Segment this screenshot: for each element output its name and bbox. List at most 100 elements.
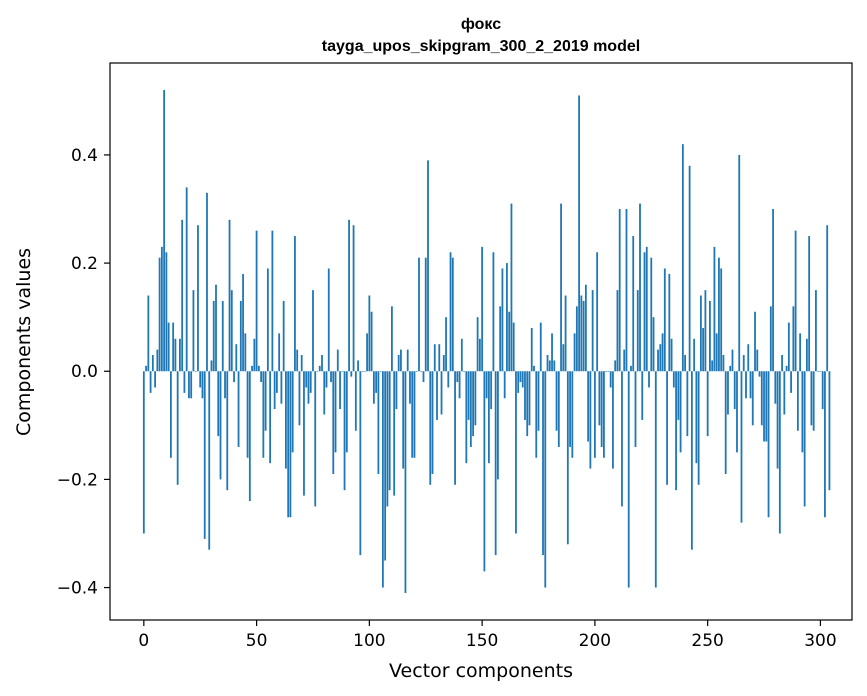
bar-152 — [485, 371, 488, 399]
bar-122 — [418, 257, 420, 372]
bar-23 — [194, 371, 197, 372]
bar-164 — [512, 322, 515, 372]
bar-294 — [805, 338, 808, 372]
bar-211 — [618, 209, 621, 372]
bar-148 — [476, 317, 479, 372]
bar-25 — [199, 371, 202, 388]
bar-232 — [666, 371, 668, 485]
bar-131 — [438, 344, 441, 372]
bar-130 — [436, 371, 438, 420]
bar-89 — [343, 371, 346, 491]
x-tick-label: 250 — [691, 631, 723, 651]
bar-3 — [149, 371, 152, 393]
bar-261 — [731, 349, 734, 372]
bar-264 — [738, 154, 741, 372]
bar-102 — [372, 371, 375, 404]
bar-178 — [544, 371, 547, 588]
bar-234 — [670, 338, 673, 372]
bar-47 — [248, 371, 251, 502]
bar-109 — [388, 371, 391, 491]
bar-30 — [210, 360, 213, 372]
bar-59 — [275, 371, 278, 393]
bar-154 — [490, 371, 493, 410]
bar-184 — [557, 371, 560, 447]
bar-236 — [675, 371, 677, 491]
bar-258 — [724, 371, 727, 474]
bar-128 — [431, 371, 434, 474]
bar-8 — [160, 246, 163, 372]
bar-240 — [684, 355, 686, 372]
bar-197 — [587, 371, 590, 442]
bar-142 — [463, 371, 465, 372]
bar-10 — [165, 252, 168, 372]
bar-169 — [524, 371, 526, 420]
bar-182 — [553, 360, 556, 372]
bar-281 — [776, 371, 779, 469]
bar-4 — [151, 355, 154, 372]
bar-262 — [733, 371, 736, 410]
bar-282 — [778, 371, 781, 534]
bar-48 — [251, 365, 253, 372]
bar-228 — [657, 349, 659, 372]
bar-35 — [221, 300, 224, 372]
bar-185 — [560, 203, 562, 372]
bar-77 — [316, 371, 319, 372]
bar-168 — [521, 371, 524, 388]
bar-103 — [375, 371, 378, 393]
bar-60 — [278, 333, 281, 372]
bar-161 — [506, 263, 508, 372]
bar-76 — [314, 371, 317, 507]
bar-series — [142, 90, 831, 593]
bar-91 — [348, 219, 350, 372]
bar-36 — [224, 371, 226, 399]
bar-224 — [648, 371, 650, 388]
bar-32 — [215, 284, 217, 372]
bar-46 — [246, 371, 249, 458]
bar-93 — [352, 225, 355, 372]
bar-141 — [460, 338, 463, 372]
bar-147 — [474, 371, 477, 426]
bar-113 — [397, 355, 400, 372]
bar-266 — [742, 355, 745, 372]
bar-1 — [145, 365, 147, 372]
bar-49 — [253, 338, 256, 372]
bar-199 — [591, 290, 594, 372]
bar-24 — [197, 225, 199, 372]
bar-205 — [605, 371, 608, 372]
bar-280 — [774, 371, 777, 404]
y-axis-ticks: −0.4 −0.2 0.0 0.2 0.4 — [57, 146, 110, 599]
bar-200 — [593, 371, 596, 458]
bar-81 — [325, 371, 328, 388]
bar-179 — [546, 355, 549, 372]
bar-219 — [636, 290, 639, 372]
bar-275 — [763, 371, 765, 442]
bar-202 — [598, 371, 601, 426]
chart-title: фокс — [461, 16, 501, 33]
bar-283 — [781, 355, 783, 372]
bar-83 — [330, 371, 332, 383]
plot-frame — [109, 62, 853, 621]
bar-288 — [792, 306, 795, 372]
bar-186 — [562, 344, 565, 372]
bar-279 — [772, 209, 774, 372]
bar-171 — [528, 371, 531, 426]
bar-274 — [760, 371, 763, 426]
bar-42 — [237, 371, 240, 447]
bar-218 — [634, 371, 637, 447]
bar-28 — [206, 192, 208, 372]
bar-248 — [702, 327, 705, 372]
bar-290 — [796, 371, 799, 431]
bar-16 — [179, 338, 181, 372]
bar-37 — [226, 371, 229, 491]
bar-238 — [679, 371, 682, 453]
bar-29 — [208, 371, 211, 550]
bar-51 — [257, 365, 260, 372]
bar-158 — [499, 306, 502, 372]
bar-44 — [242, 273, 244, 372]
bar-31 — [212, 300, 215, 372]
bar-80 — [323, 371, 326, 415]
bar-112 — [395, 371, 398, 410]
y-axis-label: Components values — [13, 248, 35, 436]
bar-20 — [188, 371, 190, 399]
bar-166 — [517, 371, 520, 393]
